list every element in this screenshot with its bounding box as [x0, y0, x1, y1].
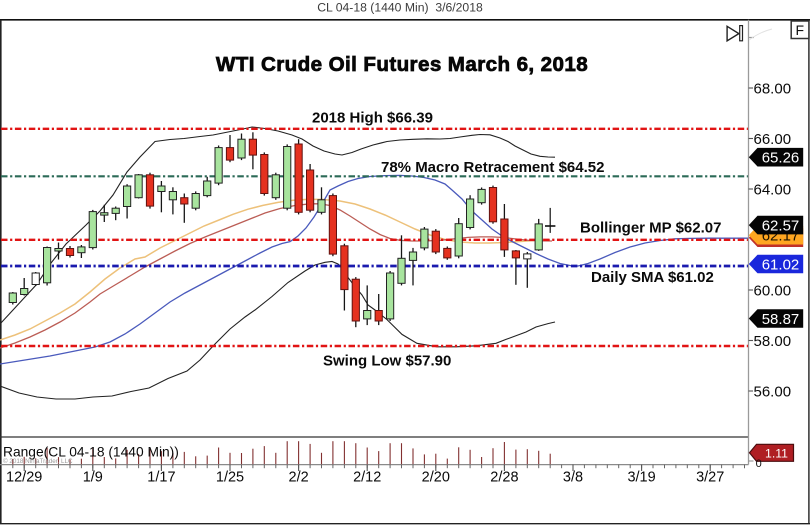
svg-text:60.00: 60.00 [754, 282, 792, 299]
svg-text:2018 High $66.39: 2018 High $66.39 [312, 110, 433, 127]
svg-text:58.87: 58.87 [762, 311, 800, 328]
svg-text:2/2: 2/2 [289, 470, 309, 486]
svg-text:1/17: 1/17 [147, 470, 175, 486]
svg-text:CL 04-18 (1440 Min) 3/6/2018: CL 04-18 (1440 Min) 3/6/2018 [317, 1, 483, 15]
svg-text:2/28: 2/28 [490, 470, 518, 486]
svg-text:1.11: 1.11 [765, 446, 788, 460]
svg-text:12/29: 12/29 [6, 470, 42, 486]
svg-text:65.26: 65.26 [762, 150, 800, 167]
svg-text:61.02: 61.02 [762, 256, 800, 273]
svg-text:68.00: 68.00 [754, 80, 792, 97]
svg-text:Daily SMA $61.02: Daily SMA $61.02 [591, 269, 714, 286]
svg-text:3/8: 3/8 [563, 470, 583, 486]
svg-text:1/9: 1/9 [83, 470, 103, 486]
svg-text:66.00: 66.00 [754, 131, 792, 148]
svg-text:© 2018 NinjaTrader, LLC: © 2018 NinjaTrader, LLC [3, 457, 73, 465]
svg-text:Bollinger MP $62.07: Bollinger MP $62.07 [580, 220, 721, 237]
svg-text:Swing Low $57.90: Swing Low $57.90 [323, 353, 451, 370]
svg-text:62.57: 62.57 [762, 218, 800, 235]
svg-text:2/12: 2/12 [353, 470, 381, 486]
svg-text:2/20: 2/20 [422, 470, 450, 486]
svg-text:1/25: 1/25 [216, 470, 244, 486]
svg-text:58.00: 58.00 [754, 333, 792, 350]
svg-text:0: 0 [756, 458, 762, 470]
svg-text:3/27: 3/27 [696, 470, 724, 486]
svg-text:64.00: 64.00 [754, 181, 792, 198]
svg-text:Range(CL 04-18 (1440 Min)): Range(CL 04-18 (1440 Min)) [3, 445, 179, 460]
svg-text:3/19: 3/19 [627, 470, 655, 486]
svg-text:F: F [796, 22, 805, 38]
svg-text:WTI Crude Oil Futures March 6,: WTI Crude Oil Futures March 6, 2018 [216, 53, 588, 76]
svg-text:78% Macro Retracement $64.52: 78% Macro Retracement $64.52 [381, 159, 604, 176]
svg-text:56.00: 56.00 [754, 383, 792, 400]
